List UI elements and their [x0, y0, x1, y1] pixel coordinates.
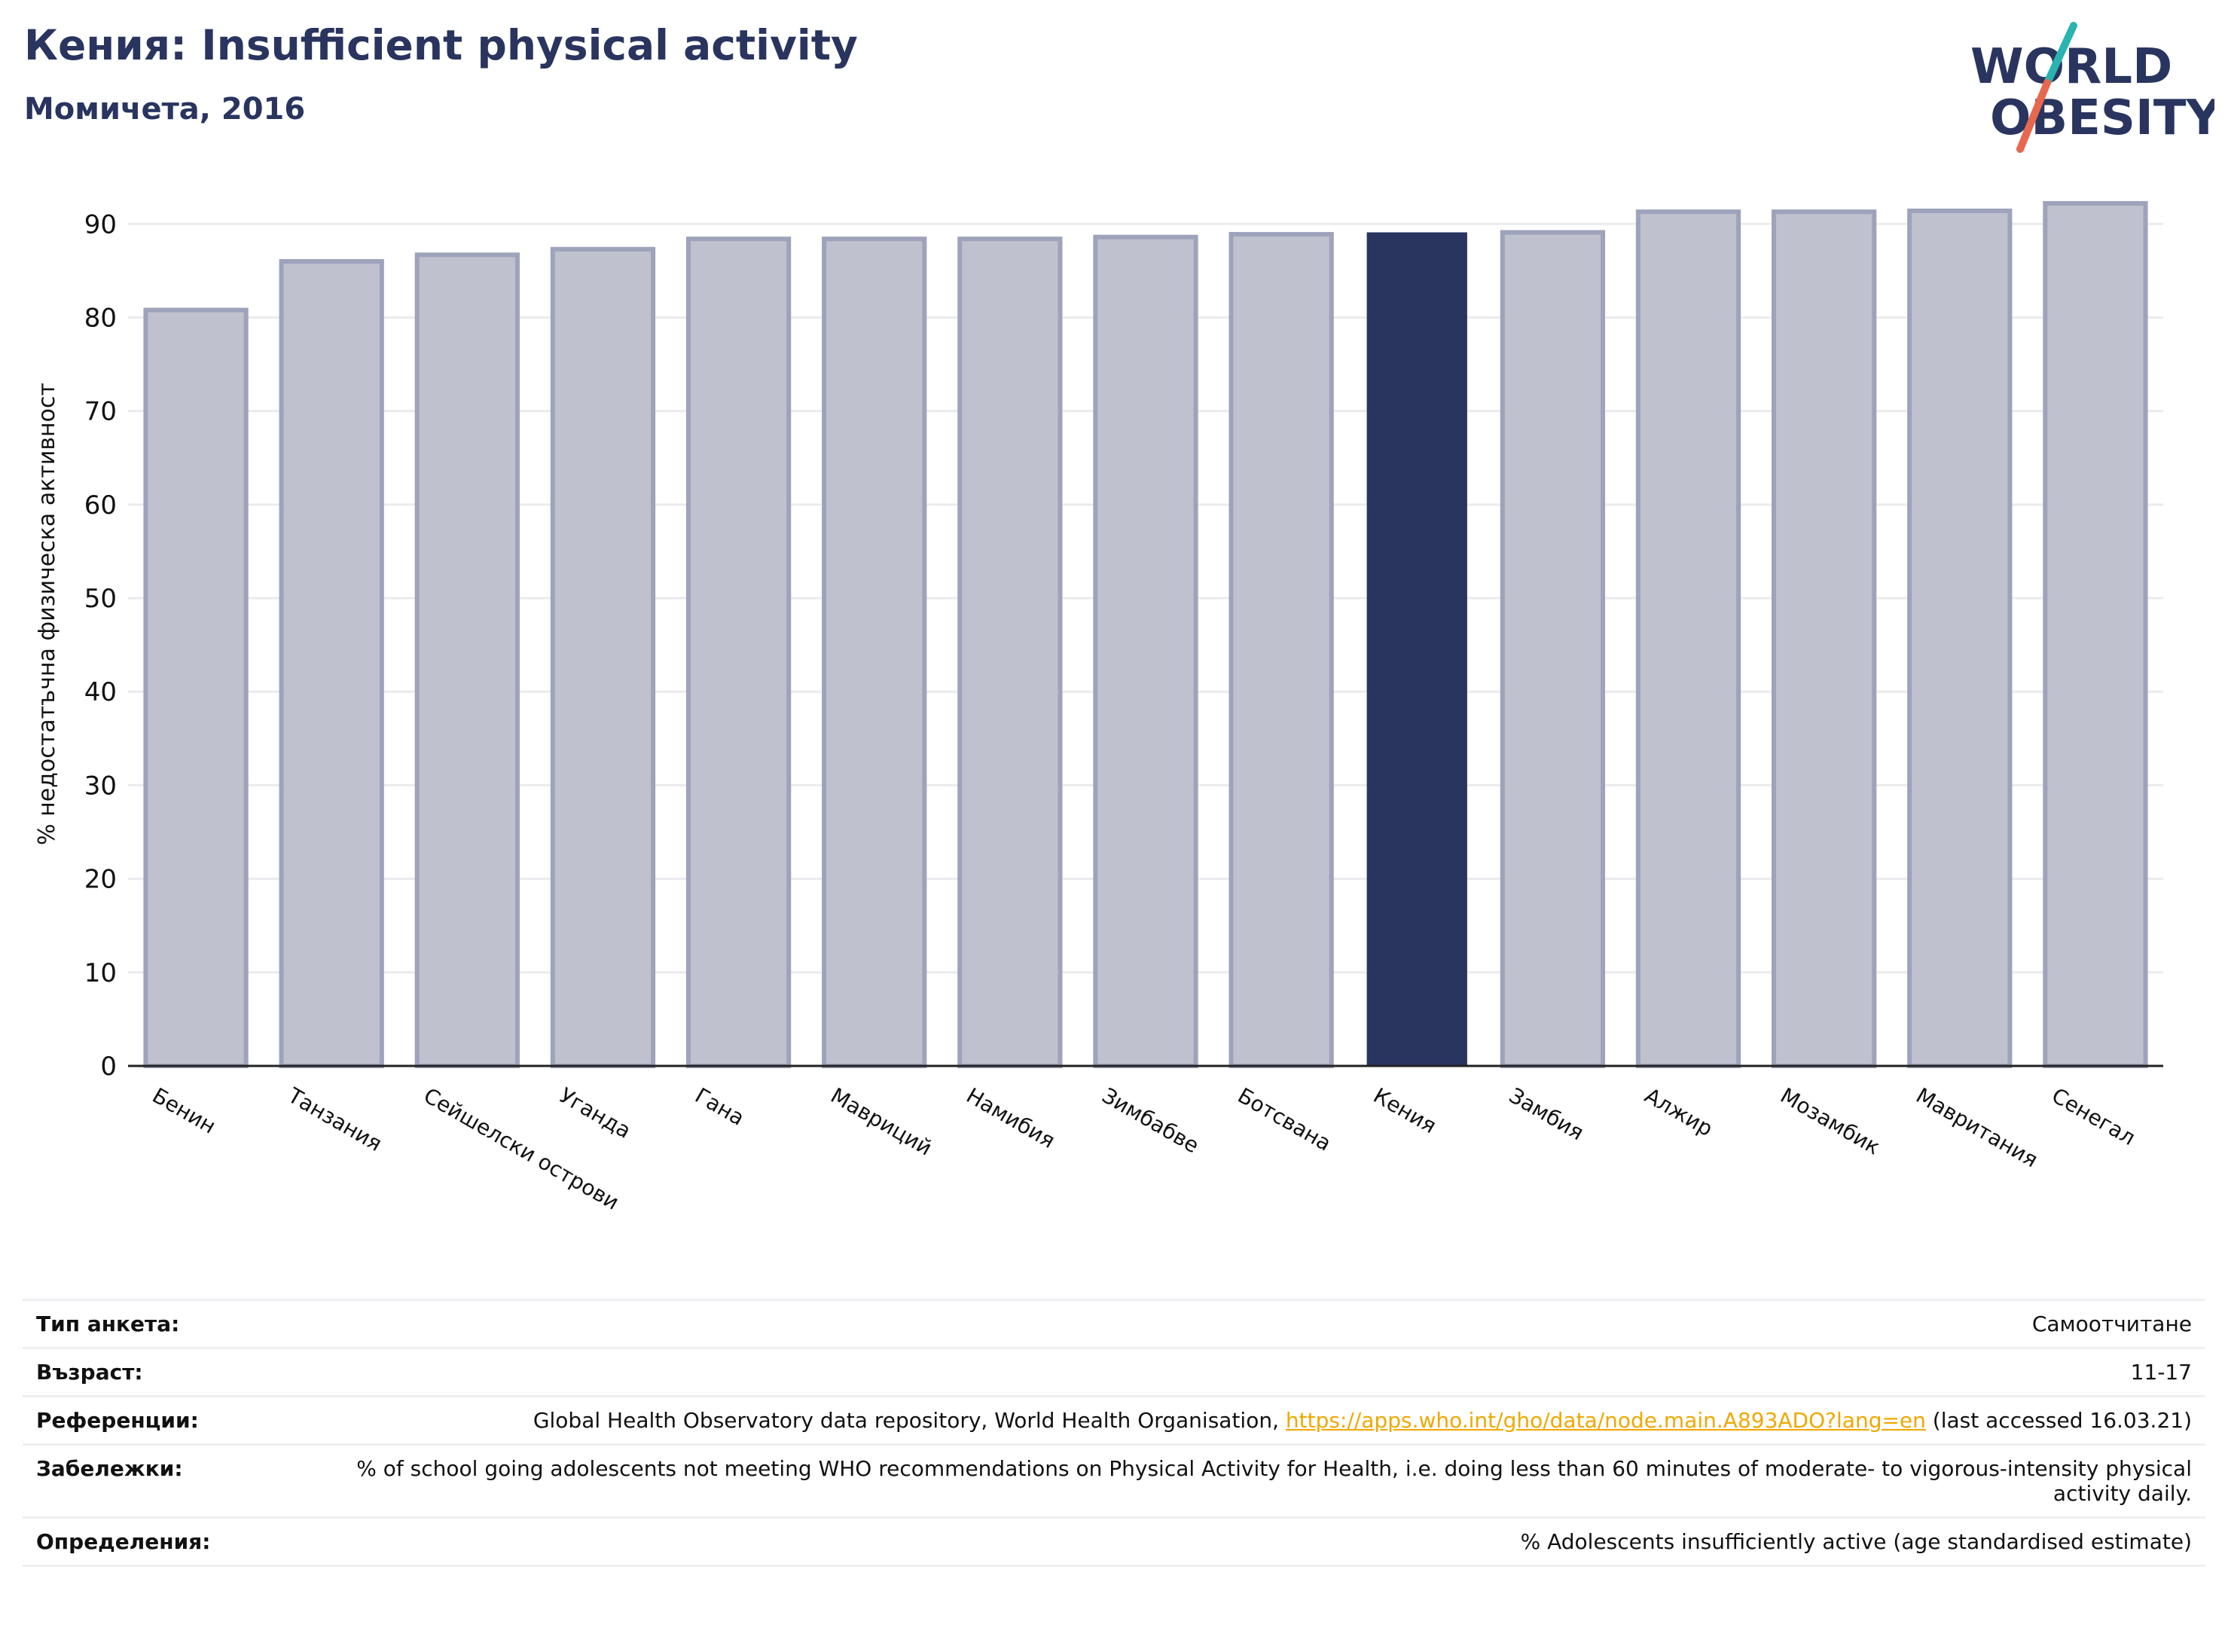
info-value: Global Health Observatory data repositor… [276, 1397, 2205, 1445]
y-tick-label: 70 [84, 397, 117, 427]
info-value: % of school going adolescents not meetin… [356, 1456, 2192, 1506]
reference-text: Global Health Observatory data repositor… [533, 1408, 1286, 1433]
bar-3 [550, 246, 656, 1069]
bar-14 [2043, 200, 2148, 1069]
bar-13 [1907, 208, 2013, 1068]
world-obesity-logo: WORLD OBESITY [1970, 22, 2214, 153]
info-value: Самоотчитане [2031, 1312, 2192, 1336]
x-tick-label: Гана [691, 1083, 749, 1130]
x-tick-label: Бенин [148, 1083, 221, 1138]
bar-10 [1500, 230, 1606, 1069]
metadata-table: Тип анкета: Самоотчитане Възраст: 11-17 … [23, 1299, 2205, 1567]
logo-line1: WORLD [1970, 39, 2172, 95]
info-row-survey-type: Тип анкета: Самоотчитане [23, 1299, 2205, 1348]
y-tick-label: 80 [84, 303, 117, 333]
bar-11 [1635, 209, 1741, 1068]
y-tick-label: 30 [84, 771, 117, 801]
info-row-references: Референции: Global Health Observatory da… [23, 1396, 2205, 1445]
x-tick-label: Алжир [1640, 1083, 1717, 1141]
info-value: % Adolescents insufficiently active (age… [1520, 1529, 2192, 1554]
bar-5 [822, 237, 927, 1068]
x-tick-label: Кения [1369, 1083, 1441, 1138]
x-tick-label: Замбия [1505, 1083, 1589, 1145]
bar-6 [957, 237, 1063, 1068]
x-tick-label: Мавритания [1912, 1083, 2042, 1172]
bar-2 [414, 252, 520, 1068]
reference-accessed: (last accessed 16.03.21) [1925, 1408, 2192, 1433]
x-tick-label: Сенегал [2047, 1083, 2139, 1150]
y-tick-label: 50 [84, 584, 117, 614]
y-tick-label: 0 [100, 1052, 117, 1082]
page-subtitle: Момичета, 2016 [24, 92, 306, 127]
info-row-definitions: Определения: % Adolescents insufficientl… [23, 1517, 2205, 1566]
x-tick-label: Мозамбик [1776, 1083, 1885, 1159]
bar-4 [685, 237, 792, 1068]
bar-7 [1093, 234, 1198, 1069]
x-tick-label: Зимбабве [1098, 1083, 1204, 1158]
x-tick-label: Ботсвана [1234, 1083, 1335, 1156]
y-tick-label: 40 [84, 677, 117, 707]
bar-8 [1228, 231, 1334, 1069]
info-label: Възраст: [36, 1360, 143, 1385]
y-tick-label: 10 [84, 958, 117, 988]
x-tick-label: Намибия [962, 1083, 1059, 1153]
info-row-notes: Забележки: % of school going adolescents… [23, 1444, 2205, 1518]
y-tick-label: 20 [84, 865, 117, 895]
y-tick-label: 60 [84, 490, 117, 521]
x-tick-label: Танзания [283, 1083, 386, 1156]
info-row-age: Възраст: 11-17 [23, 1348, 2205, 1397]
bars [143, 200, 2148, 1069]
logo-slash-red-icon [2016, 79, 2051, 153]
info-label: Определения: [36, 1529, 211, 1554]
y-tick-labels: 0 10 20 30 40 50 60 70 80 90 [84, 209, 117, 1082]
bar-1 [279, 258, 384, 1069]
y-tick-label: 90 [84, 209, 117, 240]
bar-0 [143, 307, 249, 1069]
x-tick-label: Мавриций [826, 1083, 936, 1160]
reference-link[interactable]: https://apps.who.int/gho/data/node.main.… [1285, 1408, 1926, 1433]
info-label: Тип анкета: [36, 1312, 180, 1336]
info-label: Забележки: [36, 1456, 183, 1481]
bar-9 [1366, 232, 1467, 1066]
bar-12 [1772, 209, 1877, 1068]
y-axis-label: % недостатъчна физическа активност [34, 383, 60, 845]
page-title: Кения: Insufficient physical activity [24, 21, 858, 69]
x-tick-label: Уганда [555, 1083, 635, 1143]
info-value: 11-17 [2130, 1360, 2192, 1385]
info-label: Референции: [36, 1408, 199, 1433]
logo-slash-teal-icon [2043, 22, 2077, 87]
